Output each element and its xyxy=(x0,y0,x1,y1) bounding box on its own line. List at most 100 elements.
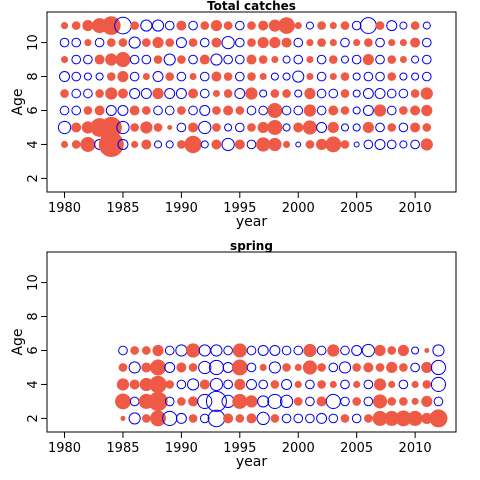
bubble-point xyxy=(164,105,175,116)
x-tick-label: 1985 xyxy=(106,201,139,216)
bubble-point xyxy=(340,89,350,98)
bubble-point xyxy=(210,53,223,66)
bubble-point xyxy=(328,55,338,64)
bubble-point xyxy=(433,396,444,407)
bubble-point xyxy=(223,105,234,116)
bubble-point xyxy=(372,410,388,426)
bubble-point xyxy=(398,88,409,99)
bubble-point xyxy=(352,106,361,115)
bubble-point xyxy=(399,56,407,64)
bubble-point xyxy=(105,104,117,116)
bubble-point xyxy=(150,359,166,376)
bubble-point xyxy=(257,36,269,49)
bubble-point xyxy=(188,38,198,47)
bubble-point xyxy=(167,124,173,130)
bubble-point xyxy=(375,122,385,133)
bubble-layer xyxy=(57,16,433,157)
bubble-point xyxy=(387,72,397,81)
y-axis-label: Age xyxy=(10,88,26,115)
bubble-point xyxy=(94,54,105,65)
bubble-point xyxy=(200,21,210,30)
x-tick-label: 1985 xyxy=(106,441,139,456)
bubble-point xyxy=(420,87,433,100)
bubble-point xyxy=(268,137,282,152)
bubble-point xyxy=(153,123,163,132)
bubble-point xyxy=(424,347,430,353)
bubble-point xyxy=(130,346,139,355)
bubble-point xyxy=(177,55,186,64)
bubble-point xyxy=(129,105,140,116)
bubble-point xyxy=(353,141,360,148)
bubble-point xyxy=(258,20,269,31)
bubble-point xyxy=(60,56,69,64)
bubble-point xyxy=(117,104,129,116)
bubble-point xyxy=(231,359,248,376)
bubble-point xyxy=(397,344,409,357)
bubble-point xyxy=(328,413,339,424)
bubble-point xyxy=(129,71,140,82)
bubble-point xyxy=(386,361,398,374)
bubble-point xyxy=(234,378,246,391)
bubble-point xyxy=(140,88,152,100)
bubble-point xyxy=(142,346,151,355)
bubble-point xyxy=(246,105,257,116)
bubble-point xyxy=(232,393,248,409)
bubble-point xyxy=(189,72,197,81)
bubble-point xyxy=(329,72,337,81)
bubble-point xyxy=(259,89,268,98)
bubble-point xyxy=(235,414,245,423)
bubble-point xyxy=(116,120,130,135)
x-tick-label: 2005 xyxy=(340,441,373,456)
bubble-point xyxy=(164,88,176,100)
bubble-point xyxy=(105,87,118,100)
bubble-point xyxy=(80,136,96,152)
bubble-point xyxy=(128,361,141,374)
bubble-point xyxy=(430,376,447,393)
bubble-point xyxy=(247,123,256,132)
bubble-point xyxy=(351,344,363,356)
bubble-point xyxy=(212,106,221,115)
bubble-point xyxy=(294,89,303,98)
bubble-point xyxy=(60,22,69,30)
bubble-point xyxy=(199,88,210,99)
bubble-point xyxy=(246,345,257,356)
bubble-point xyxy=(222,361,234,373)
x-tick-label: 2000 xyxy=(282,441,315,456)
bubble-point xyxy=(130,21,139,30)
x-tick-label: 1980 xyxy=(48,201,81,216)
bubble-point xyxy=(83,106,93,115)
bubble-point xyxy=(295,141,302,148)
bubble-point xyxy=(305,140,315,149)
bubble-point xyxy=(83,54,93,65)
bubble-point xyxy=(399,363,408,372)
bubble-point xyxy=(329,39,337,47)
bubble-point xyxy=(327,344,340,357)
bubble-point xyxy=(176,71,187,82)
bubble-point xyxy=(245,395,258,408)
bubble-point xyxy=(256,137,271,152)
bubble-point xyxy=(282,55,291,64)
bubble-point xyxy=(361,343,375,358)
bubble-point xyxy=(362,88,374,100)
bubble-point xyxy=(118,345,128,356)
bubble-point xyxy=(71,37,82,48)
bubble-point xyxy=(152,87,164,100)
bubble-point xyxy=(386,88,397,99)
bubble-point xyxy=(420,138,433,151)
bubble-point xyxy=(258,379,269,390)
bubble-point xyxy=(199,37,210,48)
bubble-point xyxy=(294,22,302,30)
bubble-point xyxy=(316,412,328,424)
bubble-point xyxy=(422,123,432,132)
bubble-point xyxy=(432,344,445,357)
bubble-point xyxy=(71,105,82,116)
y-axis: 2 4 6 8 10 xyxy=(26,34,48,183)
bubble-point xyxy=(188,105,198,116)
bubble-point xyxy=(282,89,291,98)
bubble-point xyxy=(256,411,270,426)
bubble-point xyxy=(106,38,116,47)
bubble-point xyxy=(60,89,69,98)
bubble-point xyxy=(407,410,423,426)
bubble-point xyxy=(141,139,152,150)
